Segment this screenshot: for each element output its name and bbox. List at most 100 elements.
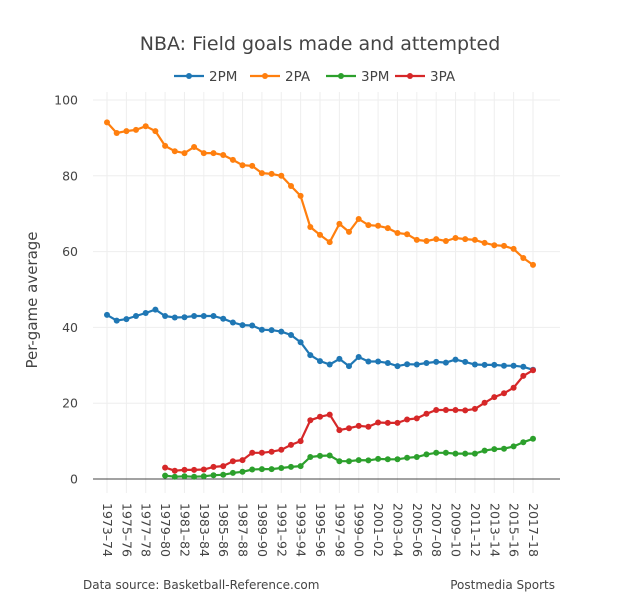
data-point-2PA[interactable] (520, 255, 527, 261)
data-point-2PA[interactable] (530, 261, 536, 268)
data-point-2PM[interactable] (365, 358, 372, 365)
data-point-2PA[interactable] (442, 238, 449, 244)
data-point-3PA[interactable] (346, 425, 352, 432)
data-point-2PA[interactable] (133, 126, 139, 133)
data-point-3PA[interactable] (317, 413, 323, 420)
data-point-2PA[interactable] (375, 222, 382, 229)
data-point-2PA[interactable] (481, 239, 488, 246)
data-point-3PA[interactable] (210, 463, 217, 470)
data-point-3PA[interactable] (520, 372, 527, 379)
data-point-2PA[interactable] (239, 162, 246, 169)
data-point-3PM[interactable] (181, 473, 188, 480)
data-point-3PM[interactable] (433, 449, 440, 456)
data-point-2PM[interactable] (113, 317, 120, 324)
data-point-2PM[interactable] (394, 363, 401, 370)
data-point-3PM[interactable] (520, 439, 527, 446)
data-point-2PM[interactable] (520, 363, 527, 370)
data-point-3PA[interactable] (452, 407, 459, 413)
data-point-3PA[interactable] (297, 438, 304, 445)
legend-item-3PM[interactable]: 3PM (326, 69, 389, 85)
legend-item-2PA[interactable]: 2PA (250, 69, 311, 85)
data-point-3PA[interactable] (181, 466, 188, 473)
data-point-2PM[interactable] (133, 313, 139, 319)
data-point-2PM[interactable] (375, 358, 382, 365)
data-point-3PM[interactable] (200, 473, 207, 480)
data-point-3PM[interactable] (452, 450, 459, 457)
data-point-3PM[interactable] (404, 454, 411, 461)
data-point-3PM[interactable] (442, 449, 449, 456)
data-point-3PM[interactable] (491, 446, 498, 453)
data-point-2PM[interactable] (413, 361, 420, 368)
data-point-2PA[interactable] (123, 128, 130, 135)
data-point-3PM[interactable] (191, 473, 198, 480)
data-point-2PA[interactable] (346, 228, 352, 235)
data-point-3PM[interactable] (162, 472, 169, 479)
data-point-3PA[interactable] (171, 467, 178, 474)
data-point-3PA[interactable] (365, 423, 372, 430)
data-point-2PA[interactable] (462, 236, 469, 243)
data-point-2PM[interactable] (471, 361, 478, 368)
data-point-3PA[interactable] (268, 448, 275, 455)
data-point-2PA[interactable] (471, 236, 478, 243)
data-point-2PA[interactable] (210, 150, 217, 157)
data-point-2PM[interactable] (501, 362, 507, 369)
data-point-2PA[interactable] (501, 242, 507, 249)
data-point-2PM[interactable] (384, 360, 391, 366)
data-point-3PM[interactable] (336, 458, 343, 465)
data-point-2PM[interactable] (433, 358, 440, 365)
data-point-3PA[interactable] (200, 466, 207, 473)
data-point-3PA[interactable] (288, 441, 294, 448)
data-point-2PM[interactable] (462, 358, 469, 365)
data-point-2PM[interactable] (210, 313, 217, 319)
data-point-2PA[interactable] (394, 230, 401, 236)
data-point-3PA[interactable] (326, 411, 333, 418)
data-point-2PA[interactable] (220, 152, 227, 158)
data-point-2PM[interactable] (317, 358, 323, 365)
data-point-2PM[interactable] (326, 361, 333, 368)
data-point-3PM[interactable] (530, 435, 536, 442)
data-point-3PM[interactable] (297, 463, 304, 470)
data-point-2PA[interactable] (452, 235, 459, 241)
data-point-3PM[interactable] (229, 469, 236, 476)
data-point-2PA[interactable] (297, 192, 304, 199)
data-point-3PM[interactable] (249, 466, 256, 473)
data-point-3PM[interactable] (481, 447, 488, 454)
data-point-3PA[interactable] (384, 419, 391, 426)
legend-item-3PA[interactable]: 3PA (395, 69, 456, 85)
data-point-3PM[interactable] (268, 466, 275, 473)
data-point-2PM[interactable] (200, 313, 207, 319)
data-point-3PA[interactable] (307, 417, 314, 424)
data-point-2PA[interactable] (433, 236, 440, 243)
data-point-3PA[interactable] (501, 390, 507, 397)
data-point-3PA[interactable] (258, 449, 265, 456)
data-point-2PA[interactable] (326, 239, 333, 246)
data-point-3PA[interactable] (336, 427, 343, 434)
data-point-2PA[interactable] (336, 220, 343, 227)
data-point-2PA[interactable] (384, 225, 391, 232)
data-point-3PA[interactable] (249, 449, 256, 456)
data-point-2PM[interactable] (336, 355, 343, 362)
data-point-3PM[interactable] (355, 457, 362, 464)
data-point-3PA[interactable] (481, 399, 488, 406)
data-point-3PM[interactable] (384, 456, 391, 463)
data-point-3PM[interactable] (210, 472, 217, 479)
data-point-3PA[interactable] (442, 407, 449, 413)
data-point-2PM[interactable] (346, 363, 352, 370)
data-point-2PM[interactable] (123, 316, 130, 323)
data-point-3PA[interactable] (530, 367, 536, 374)
data-point-2PM[interactable] (152, 306, 159, 313)
data-point-2PM[interactable] (452, 356, 459, 363)
data-point-2PA[interactable] (191, 144, 198, 150)
data-point-3PM[interactable] (375, 455, 382, 462)
data-point-2PA[interactable] (258, 170, 265, 177)
data-point-2PA[interactable] (307, 224, 314, 230)
data-point-2PM[interactable] (249, 322, 256, 329)
data-point-2PM[interactable] (191, 313, 198, 319)
data-point-2PM[interactable] (307, 352, 314, 359)
data-point-3PM[interactable] (288, 463, 294, 470)
data-point-2PM[interactable] (355, 354, 362, 360)
data-point-3PM[interactable] (307, 454, 314, 460)
data-point-2PA[interactable] (249, 162, 256, 169)
data-point-3PA[interactable] (162, 464, 169, 471)
data-point-3PA[interactable] (462, 407, 469, 414)
